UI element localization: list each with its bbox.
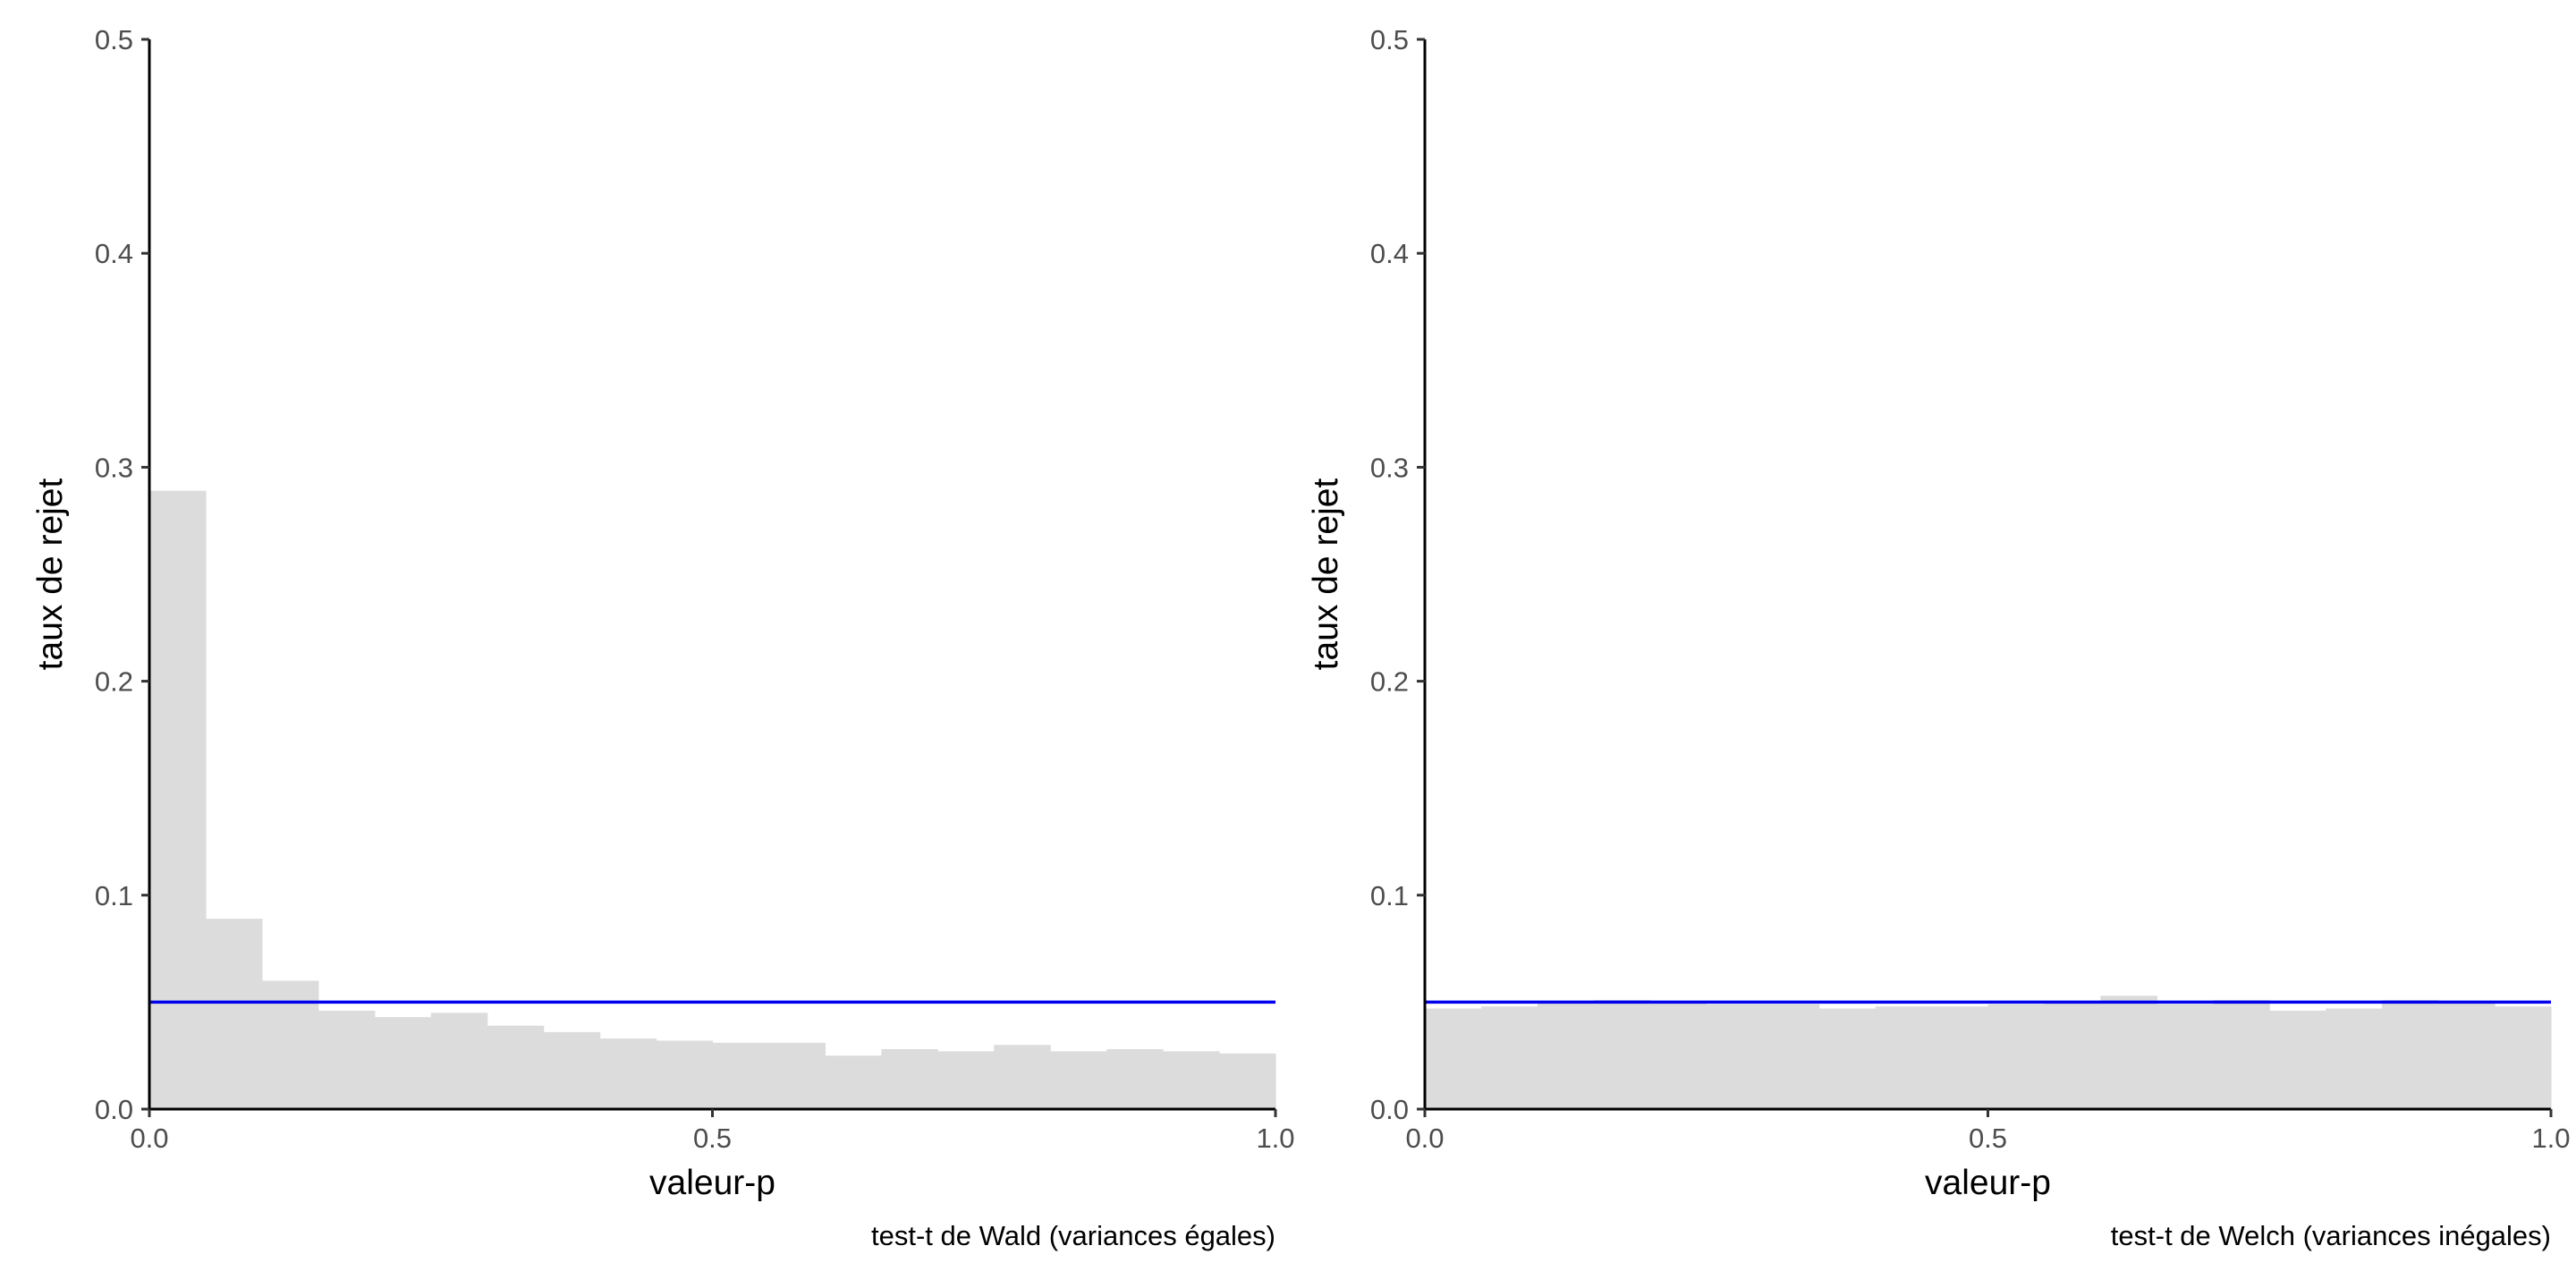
histogram-bar [430, 1013, 488, 1109]
x-tick-label: 0.5 [1969, 1123, 2007, 1154]
panel-caption: test-t de Wald (variances égales) [871, 1220, 1275, 1251]
histogram-bar [1875, 1006, 1933, 1109]
histogram-bar [1649, 1002, 1707, 1109]
histogram-bar [1762, 1004, 1820, 1109]
histogram-bar [1818, 1008, 1877, 1109]
panel-wald: 0.0 0.1 0.2 0.3 0.4 0.5 0.0 0.5 1.0 valeur-p ta… [31, 24, 1295, 1251]
histogram-bar [1706, 1004, 1764, 1109]
y-tick-label: 0.1 [1370, 880, 1409, 911]
histogram-bar [656, 1040, 714, 1109]
y-tick-label: 0.2 [1370, 666, 1409, 698]
histogram-bar [825, 1055, 882, 1109]
panel-caption: test-t de Welch (variances inégales) [2111, 1220, 2551, 1251]
y-tick-label: 0.5 [1370, 24, 1409, 55]
histogram-bar [2495, 1006, 2552, 1109]
histogram-bar [2438, 1002, 2496, 1109]
histogram-bars [1425, 996, 2552, 1109]
y-tick-label: 0.1 [95, 880, 133, 911]
histogram-bar [2382, 1000, 2439, 1109]
y-tick-label: 0.4 [1370, 238, 1409, 269]
histogram-bar [599, 1038, 657, 1109]
y-tick-label: 0.0 [95, 1094, 133, 1125]
y-tick-label: 0.3 [1370, 452, 1409, 483]
histogram-bar [1106, 1049, 1164, 1109]
histogram-bar [1480, 1006, 1538, 1109]
histogram-bar [1931, 1006, 1989, 1109]
histogram-bar [149, 490, 207, 1109]
histogram-bar [318, 1010, 376, 1109]
histogram-bar [1219, 1053, 1276, 1109]
histogram-bar [2326, 1008, 2383, 1109]
x-tick-label: 0.5 [693, 1123, 732, 1154]
histogram-bar [205, 919, 263, 1109]
x-tick-label: 0.0 [1405, 1123, 1444, 1154]
y-axis-title: taux de rejet [31, 479, 70, 671]
histogram-bar [1987, 1004, 2046, 1109]
x-axis-ticks: 0.0 0.5 1.0 [130, 1109, 1295, 1154]
histogram-bar [1425, 1008, 1482, 1109]
histogram-bar [1050, 1051, 1107, 1109]
histogram-bar [1537, 1002, 1595, 1109]
y-axis-title: taux de rejet [1307, 479, 1345, 671]
histogram-bar [543, 1031, 601, 1109]
histogram-bar [487, 1025, 545, 1109]
histogram-bar [261, 980, 319, 1109]
x-axis-ticks: 0.0 0.5 1.0 [1405, 1109, 2571, 1154]
x-axis-title: valeur-p [1925, 1164, 2051, 1202]
y-tick-label: 0.2 [95, 666, 133, 698]
histogram-bar [994, 1045, 1051, 1109]
histogram-bar [712, 1042, 770, 1109]
histogram-bar [2044, 1002, 2101, 1109]
y-tick-label: 0.3 [95, 452, 133, 483]
histogram-bar [2100, 996, 2157, 1109]
x-tick-label: 0.0 [130, 1123, 168, 1154]
y-tick-label: 0.4 [95, 238, 133, 269]
y-tick-label: 0.0 [1370, 1094, 1409, 1125]
y-axis-ticks: 0.0 0.1 0.2 0.3 0.4 0.5 [95, 24, 149, 1125]
histogram-bar [2157, 1004, 2214, 1109]
x-axis-title: valeur-p [649, 1164, 775, 1202]
histogram-bar [2269, 1010, 2326, 1109]
x-tick-label: 1.0 [1256, 1123, 1294, 1154]
histogram-bar [768, 1042, 826, 1109]
histogram-bar [1163, 1051, 1220, 1109]
histogram-bar [374, 1017, 432, 1109]
y-tick-label: 0.5 [95, 24, 133, 55]
histogram-bar [2213, 1000, 2270, 1109]
x-tick-label: 1.0 [2531, 1123, 2570, 1154]
histogram-bar [881, 1049, 938, 1109]
panel-welch: 0.0 0.1 0.2 0.3 0.4 0.5 0.0 0.5 1.0 valeur-p ta… [1307, 24, 2571, 1251]
histogram-bar [937, 1051, 995, 1109]
y-axis-ticks: 0.0 0.1 0.2 0.3 0.4 0.5 [1370, 24, 1425, 1125]
histogram-bar [1593, 1000, 1651, 1109]
